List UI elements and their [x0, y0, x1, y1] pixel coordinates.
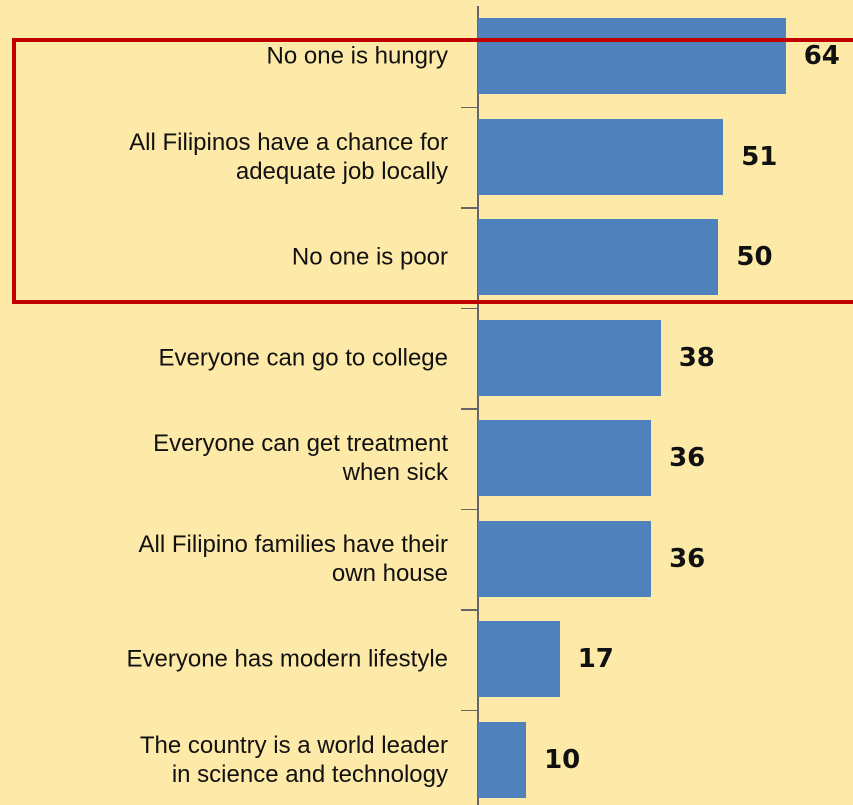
value-label: 50 [736, 242, 773, 273]
category-label: No one is poor [291, 243, 448, 271]
value-label: 36 [669, 543, 706, 574]
axis-tick [461, 609, 478, 611]
category-label: No one is hungry [266, 42, 448, 70]
bar [478, 721, 527, 798]
category-label: Everyone can go to college [158, 344, 448, 372]
axis-tick [461, 709, 478, 711]
bar [478, 319, 661, 396]
value-label: 17 [577, 644, 614, 675]
category-label: All Filipinos have a chance for adequate… [129, 128, 448, 185]
axis-tick [461, 508, 478, 510]
category-label: The country is a world leader in science… [139, 731, 448, 788]
category-label: Everyone can get treatment when sick [153, 430, 448, 487]
value-label: 36 [669, 443, 706, 474]
bar [478, 621, 560, 698]
bar [478, 420, 652, 497]
value-label: 10 [544, 744, 581, 775]
y-axis-line [477, 6, 479, 805]
axis-tick [461, 207, 478, 209]
value-label: 51 [741, 141, 778, 172]
axis-tick [461, 307, 478, 309]
bar [478, 118, 724, 195]
bar [478, 520, 652, 597]
value-label: 64 [803, 41, 840, 72]
bar [478, 219, 719, 296]
value-label: 38 [678, 342, 715, 373]
bar [478, 18, 786, 95]
axis-tick [461, 408, 478, 410]
axis-tick [461, 106, 478, 108]
category-label: Everyone has modern lifestyle [126, 645, 449, 673]
category-label: All Filipino families have their own hou… [138, 530, 448, 587]
